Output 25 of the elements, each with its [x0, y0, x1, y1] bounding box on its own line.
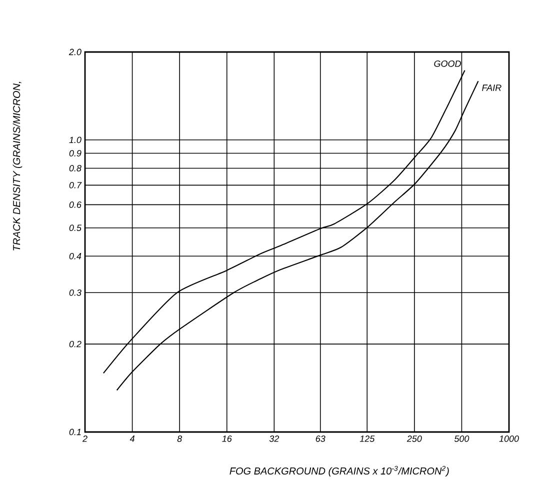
x-tick-label: 2: [82, 436, 88, 442]
y-tick-label: 0.8: [69, 165, 82, 172]
x-tick-label: 1000: [499, 436, 519, 442]
y-tick-label: 0.1: [69, 428, 81, 436]
y-tick-label: 0.4: [69, 252, 82, 260]
y-tick-label: 0.9: [69, 150, 82, 156]
series-label: GOOD: [434, 60, 461, 67]
x-tick-label: 16: [222, 436, 232, 442]
x-tick-label: 32: [269, 436, 280, 442]
series-label: FAIR: [482, 84, 502, 91]
x-tick-label: 63: [316, 436, 326, 442]
y-tick-label: 0.5: [69, 224, 82, 232]
x-tick-label: 8: [177, 436, 182, 442]
x-tick-label: 125: [360, 436, 375, 442]
y-axis-title: TRACK DENSITY (GRAINS/MICRON,: [12, 82, 22, 250]
x-tick-label: 4: [130, 436, 134, 442]
y-tick-label: 1.0: [69, 136, 82, 144]
x-tick-label: 250: [406, 436, 422, 442]
x-tick-label: 500: [454, 436, 470, 442]
y-tick-label: 0.7: [69, 182, 82, 188]
x-axis-title: FOG BACKGROUND (GRAINS x 10$^{-3}$/MICRON$^{2}$): [230, 466, 449, 477]
y-tick-label: 0.3: [69, 289, 82, 296]
y-tick-label: 2.0: [68, 48, 82, 56]
y-tick-label: 0.2: [69, 340, 82, 348]
y-tick-label: 0.6: [69, 202, 82, 208]
